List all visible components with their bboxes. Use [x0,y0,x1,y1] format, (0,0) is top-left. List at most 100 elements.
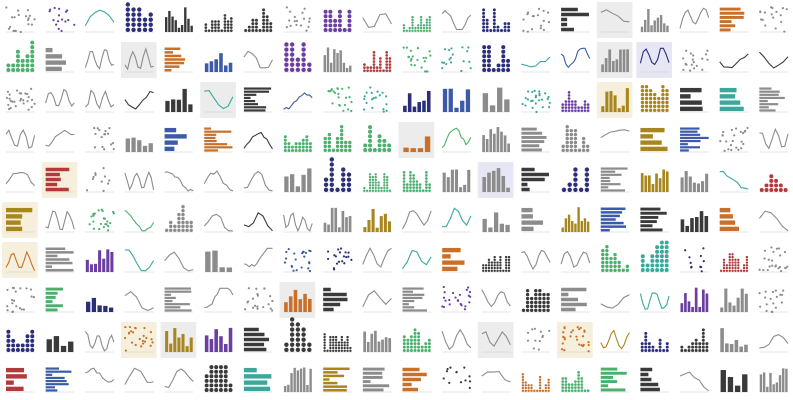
dot [501,54,506,59]
chart-tile [2,40,38,78]
dot [655,268,660,272]
dot [204,383,209,388]
dot [525,296,530,301]
bar [323,55,326,72]
dot [402,177,406,180]
bar [243,96,251,100]
dot [372,60,376,63]
point [527,90,530,93]
dot [337,9,342,14]
point [334,255,337,258]
dot [287,145,291,149]
dot [482,45,487,50]
dot [332,346,335,350]
bar [600,228,610,232]
point [587,341,590,344]
dot [504,255,508,259]
point [365,101,368,105]
dot [204,26,208,29]
dot [544,384,547,387]
bar [301,174,306,192]
dot [131,12,136,17]
point [785,8,788,11]
chart-tile [2,242,38,278]
point [374,96,377,99]
point [771,290,775,294]
point [301,11,304,14]
dot [346,177,352,182]
bar [499,223,505,232]
series-line [124,291,154,312]
chart-tile [160,322,197,358]
bar [640,140,662,145]
point [764,24,767,27]
dot [644,331,648,335]
dot [487,269,491,272]
dot [486,58,491,63]
bar [164,290,192,293]
bar [742,374,748,392]
dot [661,85,665,89]
dot [538,375,542,379]
dot [698,342,702,346]
bar [165,100,170,112]
bar [180,24,184,32]
dot [327,148,332,153]
point [466,50,469,53]
bar [336,52,339,72]
point [685,49,688,52]
dot [737,266,740,270]
dot [363,186,366,190]
bar [98,250,102,272]
dot [419,21,423,24]
dot [486,49,491,54]
chart-tile [120,282,157,318]
dot [420,345,424,349]
dot [402,183,406,186]
bar [625,88,629,112]
dot [323,187,329,192]
dot [329,167,334,172]
dot [580,389,584,392]
chart-tile [160,282,197,318]
point [128,325,132,329]
chart-tile [41,162,78,198]
point [779,14,782,17]
bar [778,375,782,392]
dot [487,261,491,264]
dot [722,261,726,264]
point [26,100,29,103]
bar [648,175,651,192]
bar [694,216,699,232]
point [255,287,258,290]
point [706,49,709,52]
point [142,342,145,345]
bar [142,145,148,152]
point [699,265,702,268]
dot [658,345,662,349]
bar [521,207,533,213]
dot [301,149,305,152]
bar [164,61,185,65]
dot [574,109,577,113]
dot [377,184,380,187]
dot [307,62,312,67]
tile-background [2,242,38,278]
bar [6,220,21,225]
chart-tile [755,162,791,198]
dot [383,189,386,192]
bar [501,175,506,192]
dot [419,26,423,30]
bar [491,170,496,192]
dot [586,106,590,109]
tile-background [676,242,712,278]
bar [164,146,175,152]
dot [428,18,431,22]
point [684,249,687,252]
series-line [85,367,115,383]
bar [243,93,257,96]
dot [15,348,20,352]
dot [229,23,233,26]
dot [329,162,334,167]
dot [411,24,414,27]
